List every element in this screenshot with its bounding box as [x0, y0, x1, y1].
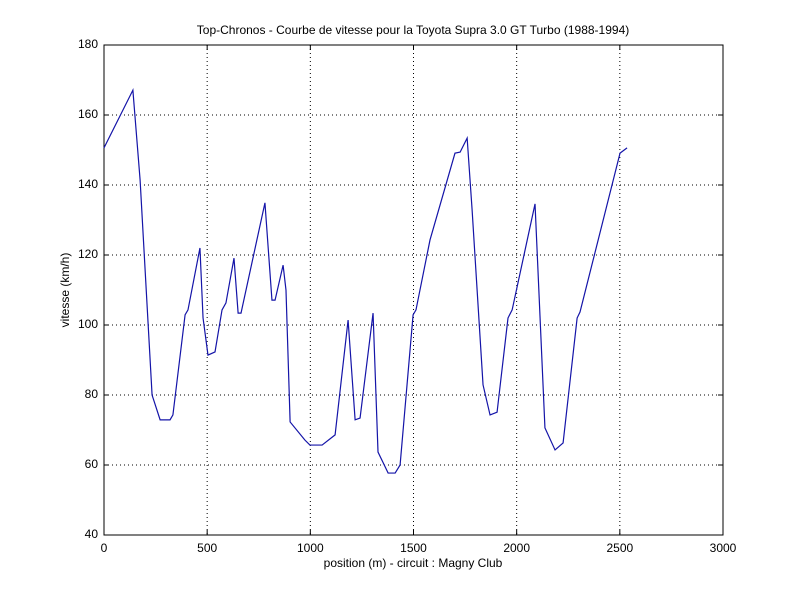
x-tick-label: 500 [197, 541, 217, 555]
x-tick-label: 1000 [297, 541, 324, 555]
x-axis-label: position (m) - circuit : Magny Club [324, 556, 503, 570]
y-tick-label: 100 [78, 317, 98, 331]
y-tick-label: 80 [85, 387, 99, 401]
y-tick-label: 60 [85, 457, 99, 471]
y-tick-label: 140 [78, 177, 98, 191]
x-tick-label: 2000 [503, 541, 530, 555]
chart-title: Top-Chronos - Courbe de vitesse pour la … [197, 23, 629, 37]
y-tick-label: 120 [78, 247, 98, 261]
y-axis-label: vitesse (km/h) [58, 253, 72, 328]
x-tick-label: 0 [101, 541, 108, 555]
y-tick-label: 160 [78, 107, 98, 121]
x-tick-label: 2500 [606, 541, 633, 555]
y-tick-label: 40 [85, 527, 99, 541]
x-tick-label: 1500 [400, 541, 427, 555]
x-tick-label: 3000 [710, 541, 737, 555]
speed-line [103, 87, 628, 474]
y-tick-label: 180 [78, 37, 98, 51]
